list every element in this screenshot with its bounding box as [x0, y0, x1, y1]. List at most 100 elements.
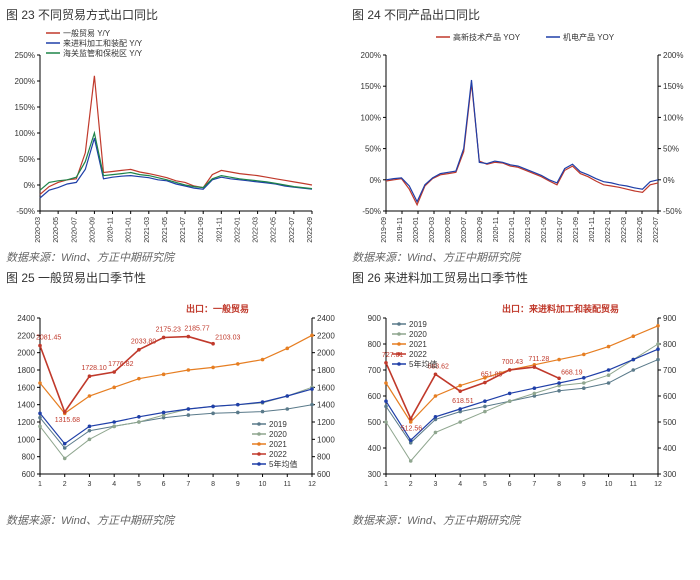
series-line-0	[386, 360, 658, 443]
y2-tick-label: 800	[663, 340, 677, 349]
series-marker	[631, 358, 635, 362]
y2-tick-label: 0%	[663, 176, 675, 185]
y-tick-label: 100%	[15, 129, 35, 138]
x-tick-label: 2021-09	[573, 217, 580, 243]
y-tick-label: 800	[22, 453, 36, 462]
legend-label: 2020	[409, 330, 427, 339]
y2-tick-label: 1800	[317, 366, 335, 375]
y2-tick-label: 2000	[317, 349, 335, 358]
data-label: 2033.80	[131, 339, 156, 346]
series-marker	[483, 410, 487, 414]
series-marker	[483, 381, 487, 385]
series-marker	[88, 438, 92, 442]
series-marker	[458, 384, 462, 388]
series-marker	[384, 399, 388, 403]
series-marker	[434, 394, 438, 398]
x-tick-label: 2020-01	[413, 217, 420, 243]
series-marker	[458, 420, 462, 424]
data-label: 700.43	[502, 359, 524, 366]
series-marker	[187, 413, 191, 417]
x-tick-label: 2022-07	[653, 217, 660, 243]
series-marker	[88, 429, 92, 433]
series-marker	[211, 366, 215, 370]
series-marker	[310, 403, 314, 407]
panel-1: 图 23 不同贸易方式出口同比-50%0%50%100%150%200%250%…	[6, 6, 348, 265]
source-text: 数据来源：Wind、方正中期研究院	[352, 249, 694, 265]
data-label: 2103.03	[215, 335, 240, 342]
series-marker	[88, 374, 92, 378]
data-label: 2185.77	[184, 326, 209, 333]
series-marker	[384, 405, 388, 409]
series-marker	[533, 365, 537, 369]
series-marker	[458, 389, 462, 393]
series-marker	[285, 407, 289, 411]
series-marker	[533, 386, 537, 390]
series-marker	[557, 381, 561, 385]
x-tick-label: 1	[38, 481, 42, 488]
series-marker	[236, 362, 240, 366]
y2-tick-label: 150%	[663, 82, 683, 91]
series-marker	[310, 387, 314, 391]
y-tick-label: 150%	[15, 103, 35, 112]
series-marker	[88, 394, 92, 398]
x-tick-label: 2020-03	[429, 217, 436, 243]
legend: 20192020202120225年均值	[252, 420, 297, 469]
panel-title: 图 23 不同贸易方式出口同比	[6, 6, 348, 23]
data-label: 1315.68	[55, 417, 80, 424]
x-tick-label: 2021-05	[162, 217, 169, 243]
x-tick-label: 3	[434, 481, 438, 488]
chart-subtitle: 出口：一般贸易	[186, 303, 249, 314]
x-tick-label: 2022-09	[307, 217, 314, 243]
x-tick-label: 11	[630, 481, 637, 488]
y2-tick-label: 1000	[317, 435, 335, 444]
data-label: 618.51	[452, 398, 474, 405]
y2-tick-label: 800	[317, 453, 331, 462]
series-marker	[310, 334, 314, 338]
x-tick-label: 2019-11	[397, 217, 404, 242]
panel-title: 图 25 一般贸易出口季节性	[6, 269, 348, 286]
y-tick-label: 2000	[17, 349, 35, 358]
x-tick-label: 8	[211, 481, 215, 488]
series-marker	[607, 373, 611, 377]
x-tick-label: 6	[162, 481, 166, 488]
series-marker	[631, 334, 635, 338]
series-marker	[409, 459, 413, 463]
series-line-3	[40, 337, 213, 412]
y-tick-label: 400	[368, 444, 382, 453]
panel-3: 图 25 一般贸易出口季节性出口：一般贸易6008001000120014001…	[6, 269, 348, 528]
series-marker	[88, 425, 92, 429]
chart-3: 出口：一般贸易600800100012001400160018002000220…	[6, 288, 342, 508]
series-marker	[38, 344, 42, 348]
series-marker	[137, 377, 141, 381]
x-tick-label: 2021-11	[216, 217, 223, 242]
series-marker	[187, 368, 191, 372]
series-line-2	[40, 133, 312, 190]
legend-label: 2019	[409, 320, 427, 329]
y-tick-label: 800	[368, 340, 382, 349]
chart-subtitle: 出口：来进料加工和装配贸易	[502, 303, 619, 314]
series-marker	[409, 417, 413, 421]
series-marker	[38, 425, 42, 429]
legend-label: 2021	[269, 440, 287, 449]
x-tick-label: 6	[508, 481, 512, 488]
y-tick-label: 50%	[19, 155, 35, 164]
y2-tick-label: 200%	[663, 51, 683, 60]
series-marker	[582, 376, 586, 380]
series-line-2	[386, 326, 658, 422]
panel-title: 图 24 不同产品出口同比	[352, 6, 694, 23]
x-tick-label: 3	[88, 481, 92, 488]
x-tick-label: 2020-11	[108, 217, 115, 242]
series-line-3	[386, 363, 559, 419]
y-tick-label: 200%	[15, 77, 35, 86]
series-marker	[656, 324, 660, 328]
series-marker	[261, 358, 265, 362]
series-marker	[137, 348, 141, 352]
source-text: 数据来源：Wind、方正中期研究院	[352, 512, 694, 528]
chart-1: -50%0%50%100%150%200%250%2020-032020-052…	[6, 25, 342, 245]
series-marker	[508, 368, 512, 372]
panel-4: 图 26 来进料加工贸易出口季节性出口：来进料加工和装配贸易3004005006…	[352, 269, 694, 528]
y2-tick-label: 50%	[663, 145, 679, 154]
y-tick-label: 0%	[23, 181, 35, 190]
x-tick-label: 9	[582, 481, 586, 488]
y2-tick-label: 900	[663, 314, 677, 323]
